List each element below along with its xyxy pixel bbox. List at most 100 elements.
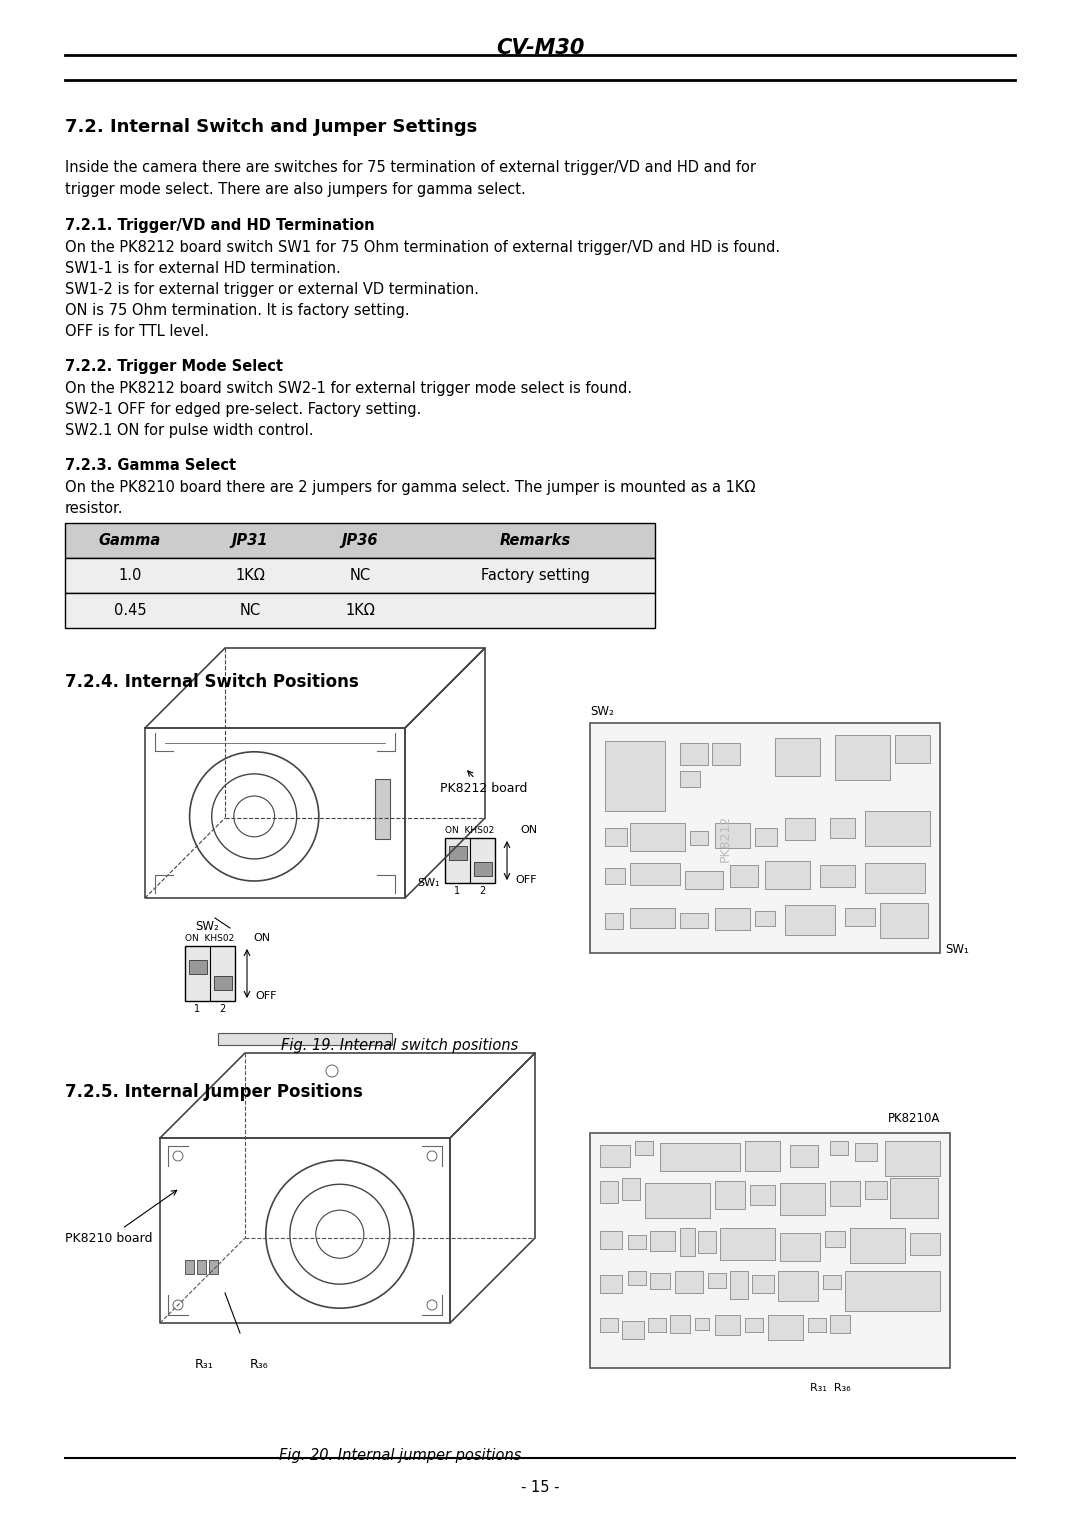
Bar (375, 779, 390, 839)
Bar (835, 735, 890, 779)
Bar (780, 1233, 820, 1261)
Bar (590, 1132, 950, 1368)
Bar (845, 1271, 940, 1311)
Text: CV-M30: CV-M30 (496, 38, 584, 58)
Bar (622, 1178, 640, 1199)
Bar (445, 837, 495, 883)
Bar (675, 1271, 703, 1293)
Bar (185, 1261, 194, 1274)
Bar (210, 1261, 218, 1274)
Text: OFF is for TTL level.: OFF is for TTL level. (65, 324, 210, 339)
Text: 7.2.4. Internal Switch Positions: 7.2.4. Internal Switch Positions (65, 672, 359, 691)
Text: SW₁: SW₁ (417, 879, 440, 888)
Bar (715, 908, 750, 931)
Text: R₃₆: R₃₆ (249, 1358, 269, 1371)
Text: 1KΩ: 1KΩ (235, 568, 265, 584)
Text: trigger mode select. There are also jumpers for gamma select.: trigger mode select. There are also jump… (65, 182, 526, 197)
Bar (600, 1232, 622, 1248)
Bar (670, 1316, 690, 1332)
Bar (680, 914, 708, 927)
Bar (600, 1181, 618, 1203)
Text: 7.2.5. Internal Jumper Positions: 7.2.5. Internal Jumper Positions (65, 1083, 363, 1102)
Bar (605, 914, 623, 929)
Bar (808, 1319, 826, 1332)
Bar (750, 1186, 775, 1206)
Bar (715, 1181, 745, 1209)
Text: - 15 -: - 15 - (521, 1481, 559, 1494)
Bar (831, 817, 855, 837)
Bar (680, 1229, 696, 1256)
Bar (218, 1033, 392, 1045)
Text: 1: 1 (455, 886, 460, 895)
Bar (708, 1273, 726, 1288)
Bar (690, 831, 708, 845)
Bar (630, 863, 680, 885)
Bar (712, 743, 740, 766)
Bar (890, 1178, 939, 1218)
Bar (823, 1274, 841, 1290)
Text: 1.0: 1.0 (119, 568, 141, 584)
Bar (185, 946, 235, 1001)
Bar (755, 828, 777, 847)
Text: resistor.: resistor. (65, 501, 123, 516)
Text: PK8210 board: PK8210 board (65, 1190, 177, 1244)
Bar (730, 865, 758, 886)
Bar (910, 1233, 940, 1254)
Bar (730, 1271, 748, 1299)
Text: ON is 75 Ohm termination. It is factory setting.: ON is 75 Ohm termination. It is factory … (65, 303, 409, 318)
Bar (831, 1181, 860, 1206)
Text: Factory setting: Factory setting (481, 568, 590, 584)
Bar (745, 1141, 780, 1170)
Bar (65, 523, 654, 558)
Bar (65, 558, 654, 593)
Bar (785, 817, 815, 840)
Bar (845, 908, 875, 926)
Bar (765, 860, 810, 889)
Text: 7.2. Internal Switch and Jumper Settings: 7.2. Internal Switch and Jumper Settings (65, 118, 477, 136)
Bar (590, 723, 940, 953)
Text: On the PK8212 board switch SW2-1 for external trigger mode select is found.: On the PK8212 board switch SW2-1 for ext… (65, 380, 632, 396)
Bar (865, 1181, 887, 1199)
Bar (778, 1271, 818, 1300)
Bar (645, 1183, 710, 1218)
Bar (685, 871, 723, 889)
Bar (775, 738, 820, 776)
Text: 2: 2 (480, 886, 486, 895)
Bar (715, 1316, 740, 1335)
Bar (680, 772, 700, 787)
Bar (605, 868, 625, 885)
Bar (197, 1261, 206, 1274)
Text: 1KΩ: 1KΩ (346, 604, 375, 617)
Text: Gamma: Gamma (99, 533, 161, 549)
Text: NC: NC (240, 604, 260, 617)
Bar (65, 593, 654, 628)
Text: R₃₁  R₃₆: R₃₁ R₃₆ (810, 1383, 850, 1394)
Bar (189, 960, 207, 973)
Text: SW₁: SW₁ (945, 943, 969, 957)
Bar (865, 811, 930, 847)
Text: Fig. 19. Internal switch positions: Fig. 19. Internal switch positions (282, 1038, 518, 1053)
Text: NC: NC (350, 568, 370, 584)
Text: Inside the camera there are switches for 75 termination of external trigger/VD a: Inside the camera there are switches for… (65, 160, 756, 176)
Text: On the PK8210 board there are 2 jumpers for gamma select. The jumper is mounted : On the PK8210 board there are 2 jumpers … (65, 480, 755, 495)
Bar (622, 1322, 644, 1339)
Bar (880, 903, 928, 938)
Text: 2: 2 (219, 1004, 226, 1015)
Text: SW1-1 is for external HD termination.: SW1-1 is for external HD termination. (65, 261, 341, 277)
Text: PK8212: PK8212 (718, 814, 731, 862)
Bar (745, 1319, 762, 1332)
Text: SW₂: SW₂ (195, 920, 219, 934)
Text: JP31: JP31 (232, 533, 268, 549)
Text: OFF: OFF (515, 876, 537, 885)
Bar (600, 1319, 618, 1332)
Bar (474, 862, 492, 876)
Text: SW2.1 ON for pulse width control.: SW2.1 ON for pulse width control. (65, 423, 313, 439)
Bar (698, 1232, 716, 1253)
Bar (696, 1319, 708, 1329)
Bar (825, 1232, 845, 1247)
Text: 0.45: 0.45 (113, 604, 146, 617)
Text: Remarks: Remarks (499, 533, 570, 549)
Bar (600, 1274, 622, 1293)
Text: ON: ON (519, 825, 537, 834)
Text: ON  KHS02: ON KHS02 (445, 827, 495, 834)
